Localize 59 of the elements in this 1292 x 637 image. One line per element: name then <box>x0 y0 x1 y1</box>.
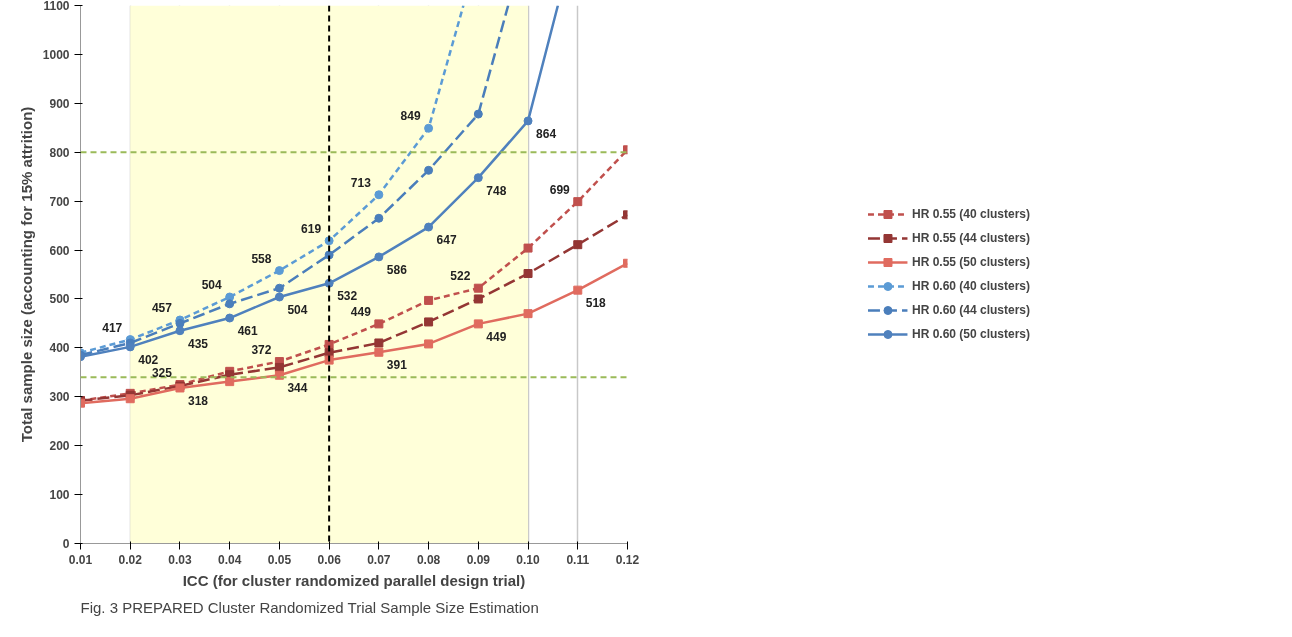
data-label: 449 <box>350 304 372 319</box>
y-tick-label: 0 <box>62 537 70 551</box>
y-tick-label: 200 <box>49 439 70 454</box>
x-tick-label: 0.02 <box>118 552 143 567</box>
y-axis-title: Total sample size (accounting for 15% attrition) <box>17 106 35 443</box>
x-tick-label: 0.06 <box>317 552 342 567</box>
data-label: 402 <box>138 352 159 367</box>
data-label: 647 <box>436 233 457 248</box>
y-tick-label: 300 <box>49 390 70 405</box>
y-tick-label: 400 <box>49 341 70 356</box>
legend-label: HR 0.60 (40 clusters) <box>911 279 1031 293</box>
data-label: 318 <box>187 393 209 408</box>
y-tick-label: 700 <box>49 194 70 209</box>
legend-label: HR 0.60 (44 clusters) <box>911 303 1031 317</box>
data-label: 518 <box>585 296 607 311</box>
data-label: 417 <box>102 320 123 335</box>
y-tick-label: 900 <box>49 96 70 111</box>
y-tick-label: 100 <box>49 488 70 503</box>
x-tick-label: 0.09 <box>466 552 491 567</box>
legend-label: HR 0.60 (50 clusters) <box>911 327 1031 341</box>
data-label: 457 <box>151 300 173 315</box>
x-tick-label: 0.12 <box>615 552 640 567</box>
data-label: 699 <box>549 182 571 197</box>
x-tick-label: 0.10 <box>516 552 541 567</box>
x-tick-label: 0.08 <box>416 552 441 567</box>
x-tick-label: 0.11 <box>566 552 590 567</box>
data-label: 849 <box>400 109 421 124</box>
x-tick-label: 0.03 <box>168 552 192 567</box>
legend-label: HR 0.55 (50 clusters) <box>911 255 1031 269</box>
data-label: 344 <box>287 381 308 396</box>
data-label: 449 <box>486 329 507 344</box>
data-label: 619 <box>301 221 322 236</box>
x-tick-label: 0.07 <box>367 552 391 567</box>
caption: Fig. 3 PREPARED Cluster Randomized Trial Sample Size Estimation <box>80 598 539 616</box>
x-axis-title: ICC (for cluster randomized parallel design trial) <box>182 571 526 589</box>
data-label: 504 <box>287 303 308 317</box>
legend-label: HR 0.55 (40 clusters) <box>911 207 1031 221</box>
y-tick-label: 500 <box>49 292 70 307</box>
data-label: 461 <box>237 324 259 339</box>
y-tick-label: 1100 <box>43 0 70 13</box>
y-tick-label: 1000 <box>42 47 70 62</box>
data-label: 391 <box>386 358 408 373</box>
legend-label: HR 0.55 (44 clusters) <box>911 231 1031 245</box>
x-tick-label: 0.05 <box>267 552 292 567</box>
data-label: 325 <box>151 365 173 380</box>
data-label: 713 <box>350 175 372 190</box>
data-label: 504 <box>201 278 223 292</box>
y-tick-label: 800 <box>49 145 70 160</box>
data-label: 532 <box>337 289 358 304</box>
data-label: 864 <box>536 126 557 141</box>
x-tick-label: 0.01 <box>68 552 93 567</box>
data-label: 522 <box>450 269 471 284</box>
data-label: 372 <box>251 342 272 357</box>
data-label: 748 <box>486 183 507 198</box>
data-label: 435 <box>187 336 209 351</box>
x-tick-label: 0.04 <box>218 552 242 567</box>
data-label: 586 <box>386 262 408 277</box>
data-label: 558 <box>251 251 272 266</box>
y-tick-label: 600 <box>49 243 70 258</box>
